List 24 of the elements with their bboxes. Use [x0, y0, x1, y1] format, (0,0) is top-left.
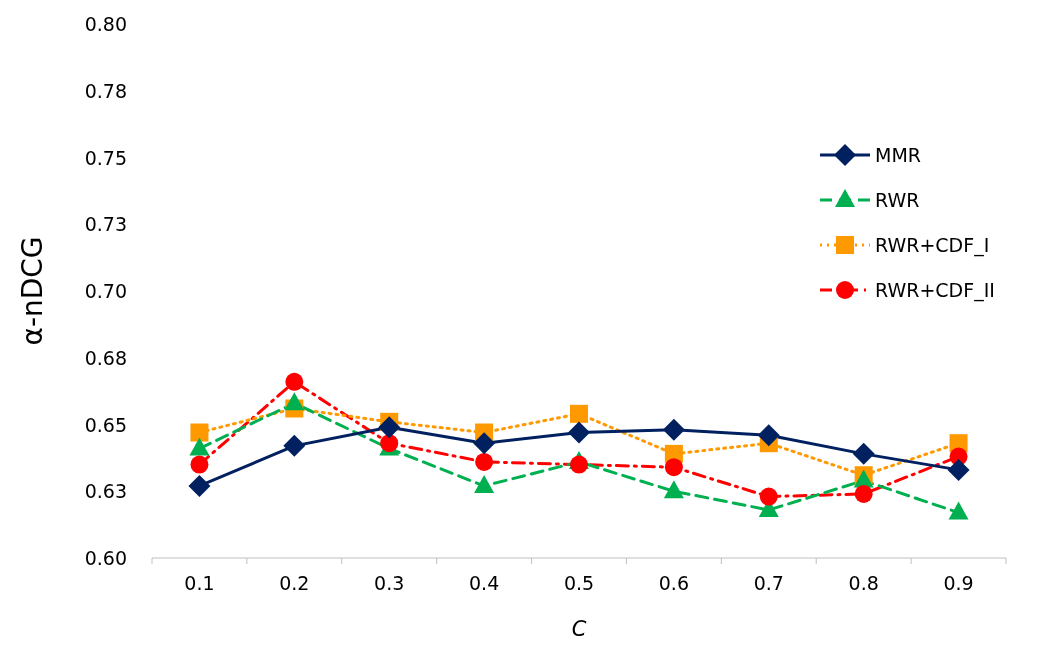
y-tick-label: 0.70 [84, 280, 127, 302]
x-tick-label: 0.5 [563, 572, 595, 594]
x-axis-title: C [571, 617, 587, 641]
legend-label: RWR+CDF_I [875, 234, 990, 257]
y-tick-label: 0.63 [84, 480, 127, 503]
legend-label: RWR [875, 189, 920, 211]
x-tick-label: 0.8 [848, 572, 879, 594]
y-axis-title: α-nDCG [16, 236, 49, 346]
x-tick-label: 0.1 [184, 572, 215, 594]
x-tick-label: 0.4 [469, 572, 500, 594]
y-tick-label: 0.60 [84, 547, 127, 569]
y-tick-label: 0.80 [84, 13, 127, 35]
x-tick-label: 0.6 [658, 572, 689, 594]
legend-label: MMR [875, 144, 921, 166]
legend-label: RWR+CDF_II [875, 279, 995, 302]
x-tick-label: 0.7 [753, 572, 784, 594]
y-tick-label: 0.68 [84, 346, 127, 369]
y-tick-label: 0.78 [84, 79, 127, 102]
y-tick-label: 0.75 [84, 146, 127, 169]
x-tick-label: 0.3 [374, 572, 405, 594]
y-tick-label: 0.65 [84, 413, 127, 436]
x-tick-label: 0.9 [943, 572, 974, 594]
y-tick-label: 0.73 [84, 213, 127, 236]
x-tick-label: 0.2 [279, 572, 310, 594]
